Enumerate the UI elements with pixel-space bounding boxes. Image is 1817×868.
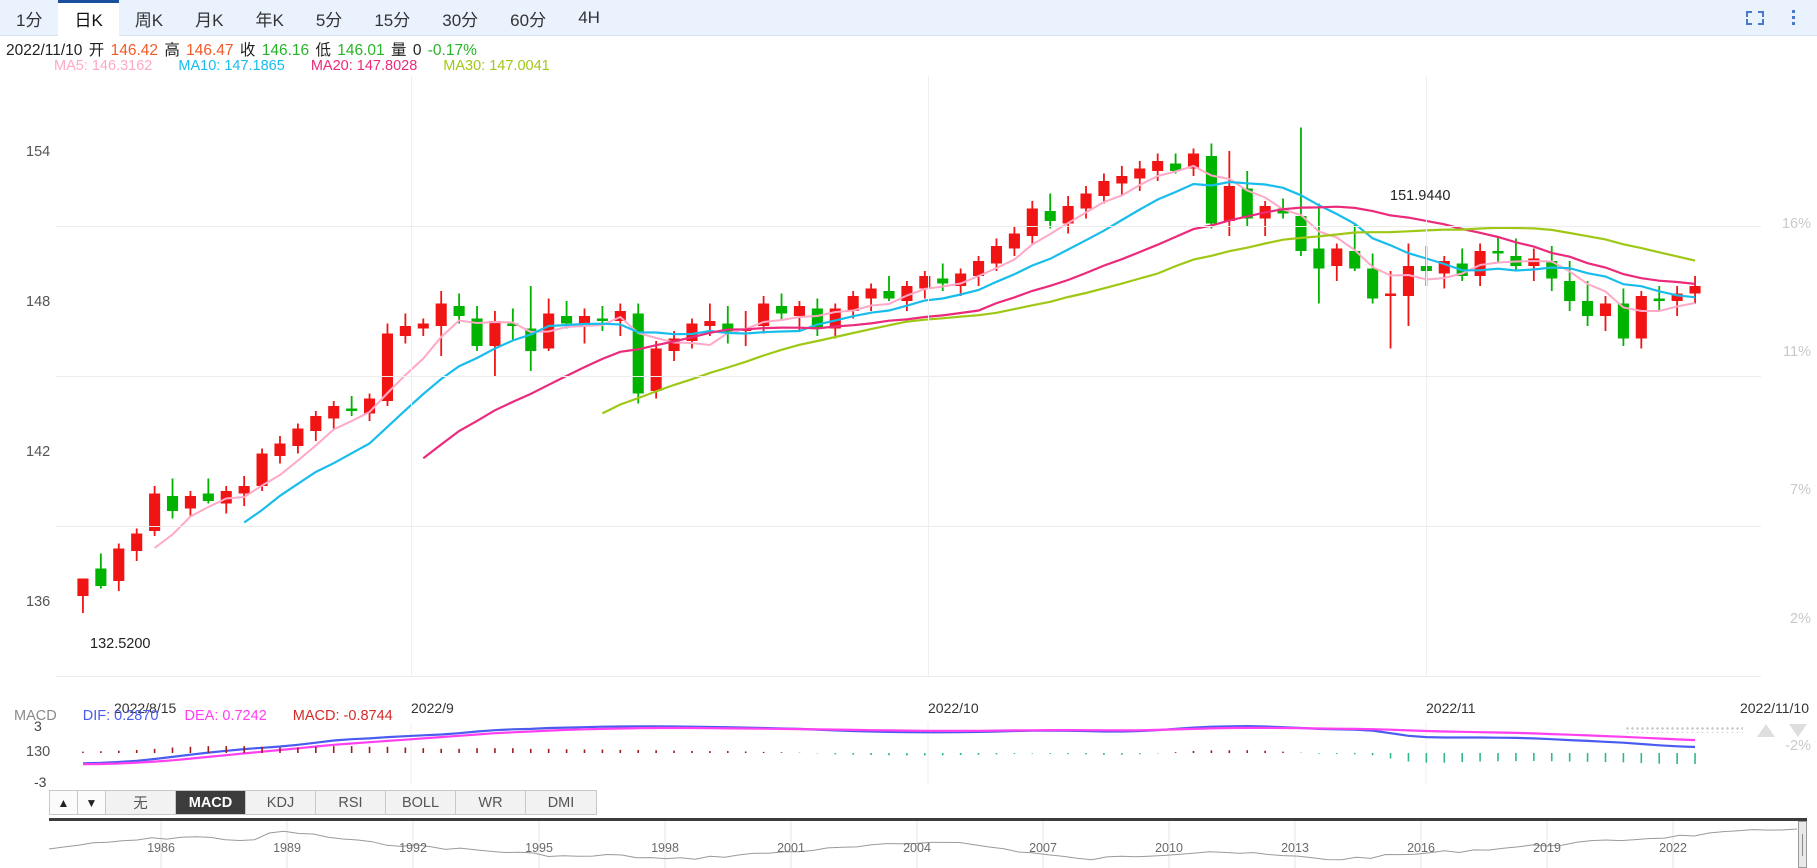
indicator-boll-button[interactable]: BOLL (386, 791, 456, 814)
indicator-wr-button[interactable]: WR (456, 791, 526, 814)
pct-tick-1: 11% (1783, 344, 1811, 360)
low-value: 146.01 (337, 42, 385, 59)
indicator-toolbar: ▲ ▼ 无 MACD KDJ RSI BOLL WR DMI (49, 790, 597, 815)
change-pct: -0.17% (427, 42, 477, 59)
panel-up-arrow-icon[interactable] (1757, 724, 1775, 737)
panel-down-arrow-icon[interactable] (1789, 724, 1807, 737)
volume-value: 0 (412, 42, 422, 59)
overview-year-2016: 2016 (1407, 841, 1435, 855)
overview-year-2010: 2010 (1155, 841, 1183, 855)
overview-year-2007: 2007 (1029, 841, 1057, 855)
indicator-kdj-button[interactable]: KDJ (246, 791, 316, 814)
indicator-prev-button[interactable]: ▲ (50, 791, 78, 814)
overview-year-1986: 1986 (147, 841, 175, 855)
ohlc-legend: 2022/11/10 开 146.42 高 146.47 收 146.16 低 … (6, 38, 479, 60)
indicator-dmi-button[interactable]: DMI (526, 791, 596, 814)
macd-series (82, 722, 1696, 784)
annotation-low-label: 132.5200 (90, 636, 151, 652)
indicator-next-button[interactable]: ▼ (78, 791, 106, 814)
overview-year-1992: 1992 (399, 841, 427, 855)
ma10-label: MA10: 147.1865 (178, 58, 285, 74)
macd-dif: DIF: 0.2870 (82, 708, 159, 724)
overview-year-2013: 2013 (1281, 841, 1309, 855)
timeframe-tabbar: 1分 日K 周K 月K 年K 5分 15分 30分 60分 4H (0, 0, 1817, 36)
x-tick-2: 2022/10 (928, 700, 979, 716)
price-chart[interactable]: 154 148 142 136 130 16% 11% 7% 2% -2% 151.9440 13… (0, 76, 1817, 760)
annotation-high-label: 151.9440 (1390, 188, 1451, 204)
high-value: 146.47 (186, 42, 234, 59)
overview-year-1989: 1989 (273, 841, 301, 855)
fullscreen-exit-icon[interactable] (1745, 8, 1765, 28)
overview-right-handle[interactable] (1798, 821, 1807, 868)
tab-1[interactable]: 日K (58, 0, 120, 36)
more-vertical-icon[interactable] (1783, 8, 1803, 28)
macd-dea: DEA: 0.7242 (184, 708, 267, 724)
x-tick-0: 2022/8/15 (114, 700, 177, 716)
high-label: 高 (164, 42, 180, 59)
overview-sparkline (49, 821, 1798, 868)
ma5-label: MA5: 146.3162 (54, 58, 153, 74)
macd-title: MACD (14, 708, 57, 724)
volume-label: 量 (391, 42, 407, 59)
pct-tick-3: 2% (1790, 611, 1811, 627)
indicator-无-button[interactable]: 无 (106, 791, 176, 814)
vgrid-1 (411, 76, 412, 676)
hgrid-4 (56, 676, 1761, 677)
overview-year-2004: 2004 (903, 841, 931, 855)
overview-year-2022: 2022 (1659, 841, 1687, 855)
overview-year-1995: 1995 (525, 841, 553, 855)
y-tick-3: 136 (26, 594, 51, 610)
ma-legend: MA5: 146.3162 MA10: 147.1865 MA20: 147.8… (54, 58, 572, 74)
tab-0[interactable]: 1分 (16, 10, 43, 30)
tab-6[interactable]: 15分 (374, 10, 411, 30)
macd-value: MACD: -0.8744 (292, 708, 393, 724)
open-value: 146.42 (110, 42, 158, 59)
ma30-label: MA30: 147.0041 (443, 58, 550, 74)
tab-7[interactable]: 30分 (442, 10, 479, 30)
macd-tick-0: 3 (34, 718, 42, 734)
tab-4[interactable]: 年K (255, 10, 284, 30)
hgrid-2 (56, 376, 1761, 377)
close-label: 收 (239, 42, 256, 59)
pct-tick-4: -2% (1785, 738, 1811, 754)
pct-tick-2: 7% (1790, 482, 1811, 498)
hgrid-1 (56, 226, 1761, 227)
panel-resize-handle[interactable] (1625, 726, 1743, 733)
vgrid-3 (1426, 76, 1427, 676)
tab-3[interactable]: 月K (195, 10, 224, 30)
overview-year-2001: 2001 (777, 841, 805, 855)
close-value: 146.16 (261, 42, 310, 59)
y-tick-0: 154 (26, 144, 51, 160)
tab-8[interactable]: 60分 (510, 10, 547, 30)
vgrid-2 (928, 76, 929, 676)
ma20-label: MA20: 147.8028 (310, 58, 418, 74)
pct-tick-0: 16% (1781, 216, 1811, 232)
y-tick-2: 142 (26, 444, 51, 460)
overview-year-2019: 2019 (1533, 841, 1561, 855)
macd-legend: MACD DIF: 0.2870 DEA: 0.7242 MACD: -0.87… (14, 708, 415, 724)
hgrid-3 (56, 526, 1761, 527)
macd-tick-1: -3 (34, 774, 47, 790)
x-tick-1: 2022/9 (411, 700, 454, 716)
overview-year-1998: 1998 (651, 841, 679, 855)
low-label: 低 (315, 42, 331, 59)
x-tick-3: 2022/11 (1426, 700, 1476, 716)
tab-9[interactable]: 4H (578, 8, 600, 27)
tab-5[interactable]: 5分 (315, 10, 343, 30)
indicator-rsi-button[interactable]: RSI (316, 791, 386, 814)
quote-date: 2022/11/10 (6, 42, 83, 59)
window-controls (1745, 0, 1809, 36)
y-tick-1: 148 (26, 294, 51, 310)
indicator-macd-button[interactable]: MACD (176, 791, 246, 814)
timeframe-tabs: 1分 日K 周K 月K 年K 5分 15分 30分 60分 4H (0, 0, 1817, 36)
open-label: 开 (88, 42, 105, 59)
y-tick-4: 130 (26, 744, 51, 760)
tab-2[interactable]: 周K (134, 10, 164, 30)
x-tick-4: 2022/11/10 (1739, 700, 1809, 716)
timeline-overview[interactable]: 1986 1989 1992 1995 1998 2001 2004 2007 2010 2013… (49, 818, 1807, 868)
